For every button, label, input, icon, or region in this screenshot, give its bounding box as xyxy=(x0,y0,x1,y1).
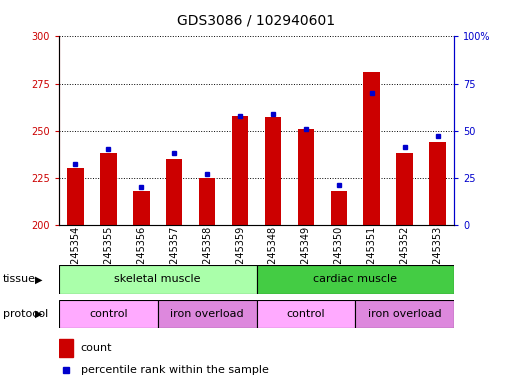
Text: ▶: ▶ xyxy=(35,274,42,285)
Bar xyxy=(265,118,281,225)
Bar xyxy=(232,116,248,225)
Bar xyxy=(133,191,149,225)
Bar xyxy=(256,300,355,328)
Text: cardiac muscle: cardiac muscle xyxy=(313,274,397,285)
Text: iron overload: iron overload xyxy=(368,309,442,319)
Bar xyxy=(59,339,73,357)
Text: tissue: tissue xyxy=(3,274,35,285)
Text: percentile rank within the sample: percentile rank within the sample xyxy=(81,366,269,376)
Text: control: control xyxy=(89,309,128,319)
Bar xyxy=(355,300,454,328)
Bar xyxy=(364,72,380,225)
Bar xyxy=(100,153,116,225)
Bar xyxy=(59,300,158,328)
Text: count: count xyxy=(81,343,112,353)
Bar xyxy=(256,265,454,294)
Bar xyxy=(298,129,314,225)
Bar xyxy=(397,153,413,225)
Text: ▶: ▶ xyxy=(35,309,42,319)
Bar xyxy=(158,300,256,328)
Text: GDS3086 / 102940601: GDS3086 / 102940601 xyxy=(177,13,336,27)
Text: skeletal muscle: skeletal muscle xyxy=(114,274,201,285)
Bar xyxy=(59,265,256,294)
Bar xyxy=(166,159,183,225)
Text: control: control xyxy=(287,309,325,319)
Text: iron overload: iron overload xyxy=(170,309,244,319)
Bar xyxy=(429,142,446,225)
Bar xyxy=(330,191,347,225)
Bar xyxy=(199,178,215,225)
Bar xyxy=(67,168,84,225)
Text: protocol: protocol xyxy=(3,309,48,319)
